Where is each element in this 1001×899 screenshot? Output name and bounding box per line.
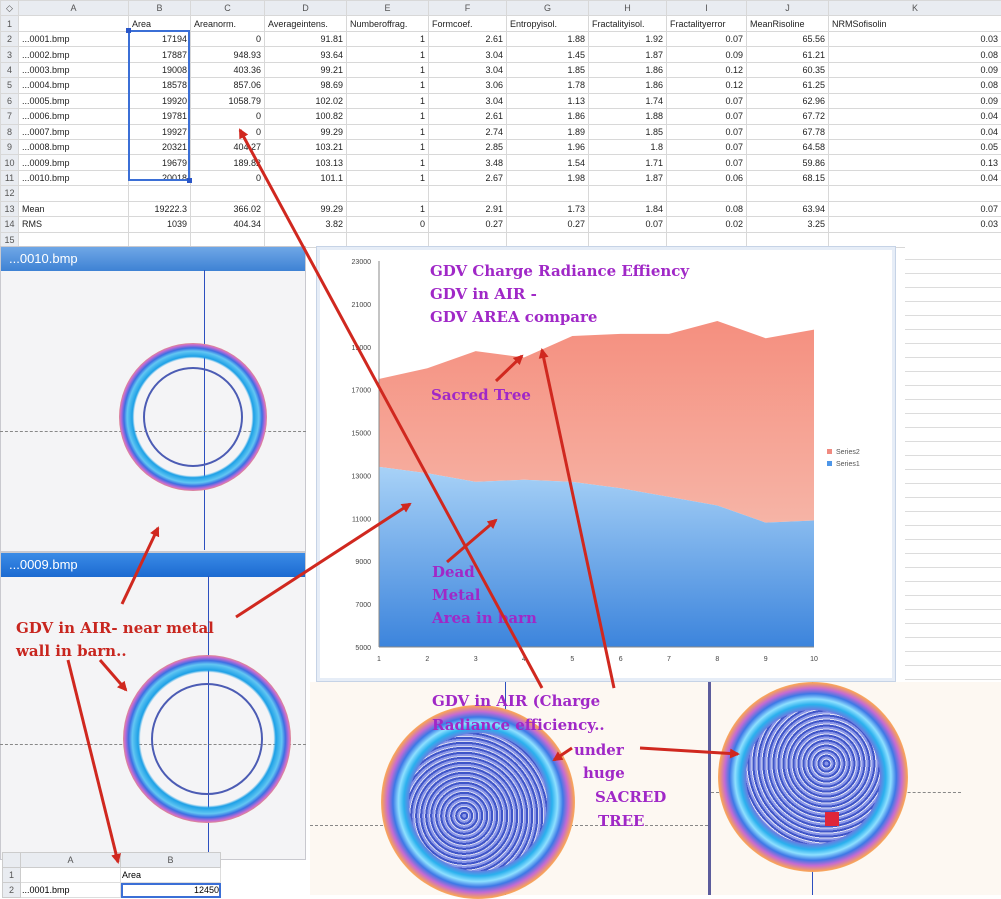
arrow	[542, 350, 614, 688]
arrow	[68, 660, 118, 862]
arrow	[496, 356, 522, 381]
arrow	[100, 660, 126, 690]
arrow	[122, 528, 158, 604]
arrow	[240, 130, 542, 688]
arrow	[554, 748, 572, 760]
arrow	[640, 748, 738, 754]
arrow	[236, 504, 410, 617]
